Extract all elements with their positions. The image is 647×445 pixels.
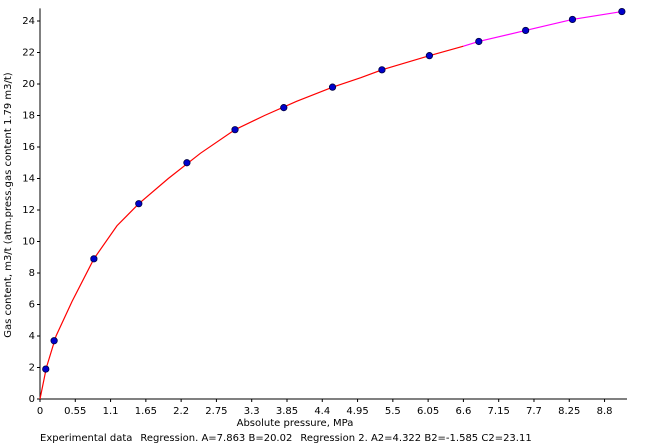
x-tick-label: 7.15 bbox=[488, 406, 510, 417]
data-point bbox=[42, 365, 50, 373]
x-tick-label: 4.4 bbox=[314, 406, 330, 417]
legend-entry: Regression 2. A2=4.322 B2=-1.585 C2=23.1… bbox=[300, 433, 531, 444]
data-point bbox=[618, 7, 626, 16]
y-tick-label: 10 bbox=[22, 237, 35, 248]
x-tick-label: 5.5 bbox=[385, 406, 401, 417]
x-tick-label: 6.05 bbox=[417, 406, 439, 417]
y-tick-label: 4 bbox=[29, 331, 35, 342]
y-tick-label: 22 bbox=[22, 48, 35, 59]
data-point bbox=[280, 104, 288, 112]
x-tick-label: 3.85 bbox=[276, 406, 298, 417]
y-tick-label: 12 bbox=[22, 205, 35, 216]
x-tick-label: 2.2 bbox=[173, 406, 189, 417]
y-tick-label: 18 bbox=[22, 111, 35, 122]
data-point bbox=[135, 200, 143, 208]
y-tick-label: 2 bbox=[29, 363, 35, 374]
x-tick-label: 0.55 bbox=[64, 406, 86, 417]
x-tick-label: 8.8 bbox=[597, 406, 613, 417]
y-tick-label: 8 bbox=[29, 268, 35, 279]
y-tick-label: 0 bbox=[29, 394, 35, 405]
x-tick-label: 6.6 bbox=[455, 406, 471, 417]
regression-line bbox=[39, 45, 464, 400]
y-tick-label: 16 bbox=[22, 142, 35, 153]
x-tick-label: 7.7 bbox=[526, 406, 542, 417]
data-point bbox=[90, 255, 98, 263]
y-axis-title: Gas content, m3/t (atm.press.gas content… bbox=[3, 72, 14, 338]
x-tick-label: 3.3 bbox=[244, 406, 260, 417]
y-tick-label: 24 bbox=[22, 16, 35, 27]
x-tick-label: 1.1 bbox=[103, 406, 119, 417]
x-tick-label: 4.95 bbox=[346, 406, 368, 417]
y-tick-label: 20 bbox=[22, 79, 35, 90]
x-tick-label: 0 bbox=[37, 406, 43, 417]
data-point bbox=[568, 15, 577, 24]
data-point bbox=[425, 52, 434, 60]
data-point bbox=[475, 37, 483, 46]
legend-entry: Experimental data bbox=[40, 433, 132, 444]
regression-line bbox=[463, 10, 622, 47]
y-tick-label: 14 bbox=[22, 174, 35, 185]
y-tick-label: 6 bbox=[29, 300, 35, 311]
x-tick-label: 2.75 bbox=[205, 406, 227, 417]
data-point bbox=[231, 126, 239, 134]
data-point bbox=[183, 159, 191, 167]
data-point bbox=[378, 66, 386, 74]
data-point bbox=[522, 26, 530, 35]
x-tick-label: 8.25 bbox=[558, 406, 580, 417]
legend-entry: Regression. A=7.863 B=20.02 bbox=[140, 433, 292, 444]
data-point bbox=[50, 337, 58, 345]
x-tick-label: 1.65 bbox=[135, 406, 157, 417]
data-point bbox=[328, 83, 337, 91]
x-axis-title: Absolute pressure, MPa bbox=[237, 418, 354, 429]
